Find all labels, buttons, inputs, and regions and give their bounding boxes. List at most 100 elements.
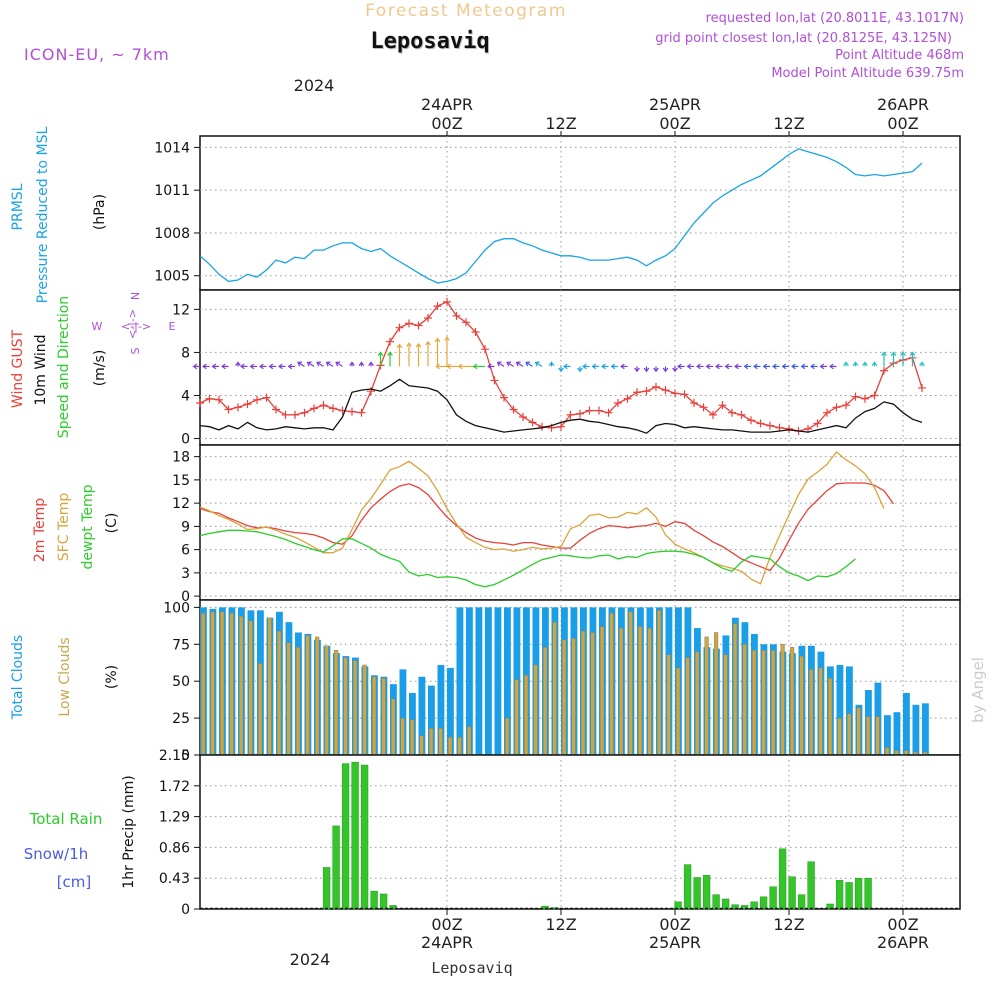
low-cloud-bar [362, 664, 367, 756]
low-cloud-bar [514, 679, 519, 756]
gust-marker [386, 337, 394, 346]
gust-marker [576, 409, 584, 418]
y-tick-label: 0 [181, 432, 190, 448]
total-cloud-bar [485, 607, 492, 755]
gust-marker [747, 416, 755, 425]
precip-bar [693, 877, 701, 910]
bottom-date-label: 24APR [421, 933, 473, 952]
total-cloud-bar [912, 704, 920, 755]
gust-marker [424, 313, 432, 322]
y-tick-label: 1008 [154, 226, 190, 242]
y-tick-label: 0 [181, 748, 190, 764]
gust-marker [348, 407, 356, 416]
wind-arrow-head [734, 363, 739, 370]
precip-bar [750, 901, 758, 910]
gust-marker [224, 405, 233, 414]
wind-gust-label: Wind GUST [10, 329, 26, 408]
panel-frame [199, 135, 961, 291]
wind-arrow-head [435, 363, 440, 370]
wind-arrow-head [297, 361, 303, 367]
low-cloud-bar [210, 611, 215, 756]
wind-arrow-head [548, 361, 555, 367]
10m-wind-line [199, 378, 923, 434]
wind-arrow [535, 361, 543, 367]
wind-arrow-head [515, 361, 521, 367]
compass-rose: N S W E <-|-> <-|-> [92, 292, 176, 355]
compass-arrows-v: <-|-> [126, 309, 139, 339]
wind-arrow-head [472, 363, 478, 370]
gust-marker [196, 399, 204, 408]
wind-arrow [307, 361, 315, 367]
wind-arrow-head [620, 363, 625, 370]
wind-arrow-head [829, 363, 834, 370]
wind-arrow-head [743, 363, 749, 370]
precip-bar [845, 882, 853, 910]
wind-unit-label: (m/s) [92, 350, 108, 387]
low-cloud-bar [343, 657, 348, 756]
wind-arrow-head [446, 363, 451, 370]
wind-arrow-head [444, 336, 450, 341]
low-cloud-bar [229, 613, 234, 756]
gust-marker [319, 401, 328, 410]
wind-arrow-head [724, 363, 730, 370]
low-cloud-bar [790, 647, 795, 756]
gust-marker [253, 395, 261, 404]
low-cloud-bar [334, 649, 339, 756]
total-cloud-bar [466, 607, 473, 755]
wind-arrow-head [368, 361, 374, 367]
gust-marker [880, 366, 888, 375]
wind-arrow-head [653, 367, 659, 373]
top-date-label: 24APR [421, 95, 473, 114]
y-tick-label: 4 [181, 388, 190, 404]
precip-bar [807, 861, 815, 910]
precip-bar [854, 877, 863, 910]
wind-arrow-head [457, 363, 463, 370]
gust-marker [585, 406, 594, 415]
grid [200, 290, 960, 445]
wind-arrow-head [316, 361, 322, 367]
gust-marker [329, 404, 337, 413]
y-tick-label: 12 [172, 302, 190, 318]
footer-location: Leposaviq [431, 959, 512, 977]
gust-marker [832, 403, 841, 412]
low-cloud-bar [714, 632, 719, 756]
wind-arrow-head [406, 342, 412, 347]
total-cloud-bar [456, 607, 464, 755]
total-cloud-bar [893, 712, 901, 755]
gust-marker [823, 408, 831, 417]
wind-arrow [497, 361, 505, 367]
wind-arrow-head [871, 361, 878, 367]
low-cloud-bar [733, 623, 738, 756]
gust-marker [614, 399, 622, 408]
panel-frame [199, 754, 961, 910]
low-cloud-bar [505, 717, 510, 756]
low-cloud-bar [837, 717, 842, 756]
bottom-hour-label: 00Z [659, 915, 690, 934]
gust-marker [490, 376, 499, 385]
y-tick-label: 1.29 [159, 810, 190, 826]
y-tick-label: 12 [172, 496, 190, 512]
total-cloud-bar [846, 666, 853, 755]
gust-marker [709, 410, 717, 419]
compass-e: E [169, 320, 176, 333]
cloud-labels: Total Clouds Low Clouds (%) [10, 635, 120, 720]
y-tick-label: 0 [181, 902, 190, 918]
low-cloud-bar [723, 654, 728, 756]
low-cloud-bar [429, 728, 434, 756]
gust-marker [509, 405, 518, 414]
low-cloud-bar [866, 716, 871, 756]
sfc-temp-line [199, 451, 885, 585]
2m-temp-line [199, 482, 895, 572]
precip-bar [778, 848, 787, 910]
gust-marker [262, 393, 271, 402]
wind-arrow-head [415, 342, 422, 348]
precip-bar [788, 876, 796, 910]
gust-marker [680, 390, 689, 399]
gust-marker [281, 410, 290, 419]
model-point-altitude: Model Point Altitude 639.75m [771, 66, 964, 81]
wind-arrow-head [819, 363, 825, 370]
bottom-hour-label: 00Z [431, 915, 462, 934]
low-cloud-bar [562, 639, 567, 756]
low-cloud-bar [742, 644, 747, 756]
